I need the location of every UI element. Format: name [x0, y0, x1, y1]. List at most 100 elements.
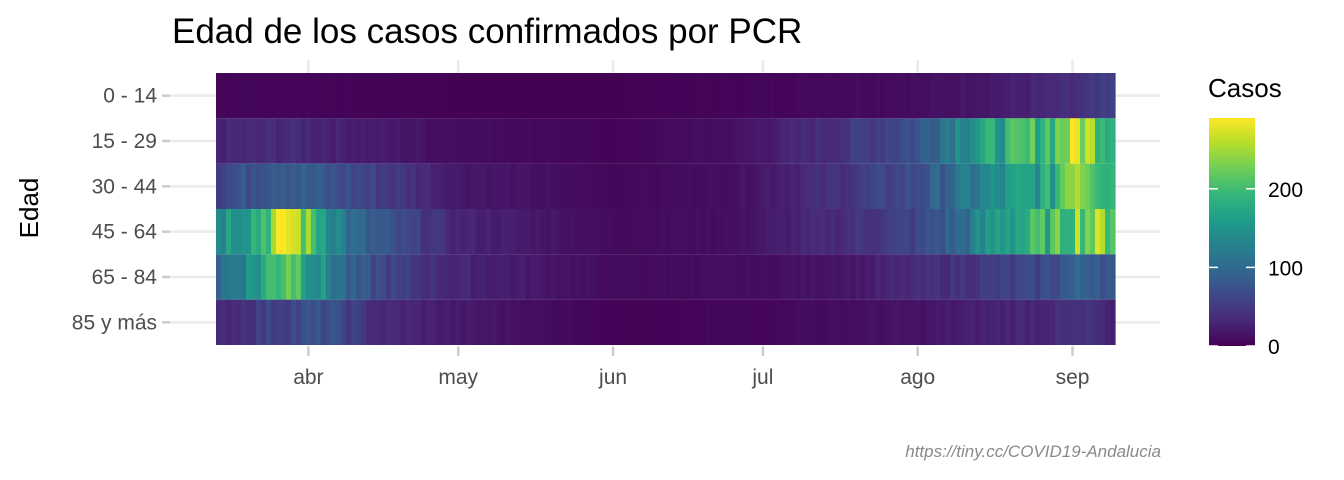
- heatmap-cell: [540, 254, 547, 300]
- heatmap-cell: [815, 254, 821, 300]
- heatmap-cell: [660, 73, 667, 119]
- heatmap-cell: [665, 254, 672, 300]
- chart-caption: https://tiny.cc/COVID19-Andalucia: [905, 442, 1161, 461]
- heatmap-cell: [960, 209, 966, 255]
- heatmap-cell: [395, 118, 402, 164]
- heatmap-cell: [980, 299, 986, 345]
- heatmap-cell: [550, 254, 557, 300]
- heatmap-cell: [240, 254, 247, 300]
- heatmap-cell: [1110, 254, 1116, 300]
- heatmap-cell: [1055, 209, 1061, 255]
- heatmap-cell: [460, 254, 467, 300]
- heatmap-cell: [315, 163, 322, 209]
- heatmap-cell: [915, 299, 921, 345]
- heatmap-cell: [810, 299, 816, 345]
- heatmap-cell: [315, 209, 322, 255]
- heatmap-cell: [970, 118, 976, 164]
- heatmap-cell: [515, 209, 522, 255]
- heatmap-cell: [705, 163, 712, 209]
- heatmap-cell: [815, 163, 821, 209]
- heatmap-cell: [515, 254, 522, 300]
- heatmap-cell: [555, 163, 562, 209]
- heatmap-cell: [325, 209, 332, 255]
- heatmap-cell: [495, 73, 502, 119]
- heatmap-cell: [785, 299, 791, 345]
- heatmap-cell: [690, 299, 697, 345]
- heatmap-cell: [320, 73, 327, 119]
- heatmap-cell: [355, 163, 362, 209]
- heatmap-cell: [590, 73, 597, 119]
- legend-tick-label: 0: [1268, 336, 1280, 359]
- heatmap-cell: [420, 163, 427, 209]
- heatmap-cell: [990, 73, 996, 119]
- heatmap-cell: [745, 163, 751, 209]
- heatmap-cell: [1095, 163, 1101, 209]
- heatmap-cell: [450, 299, 457, 345]
- heatmap-cell: [220, 209, 227, 255]
- heatmap-cell: [970, 299, 976, 345]
- heatmap-cell: [1060, 73, 1066, 119]
- heatmap-cell: [1065, 73, 1071, 119]
- heatmap-cell: [340, 73, 347, 119]
- heatmap-cell: [915, 163, 921, 209]
- heatmap-cell: [475, 254, 482, 300]
- heatmap-cell: [885, 163, 891, 209]
- heatmap-cell: [680, 163, 687, 209]
- heatmap-cell: [590, 299, 597, 345]
- heatmap-cell: [350, 118, 357, 164]
- heatmap-cell: [835, 73, 841, 119]
- heatmap-cell: [805, 118, 811, 164]
- heatmap-cell: [820, 299, 826, 345]
- heatmap-cell: [1065, 254, 1071, 300]
- heatmap-cell: [870, 209, 876, 255]
- heatmap-cell: [1100, 163, 1106, 209]
- heatmap-cell: [920, 163, 926, 209]
- heatmap-cell: [400, 209, 407, 255]
- heatmap-cell: [420, 299, 427, 345]
- y-tick-label: 15 - 29: [92, 130, 157, 153]
- heatmap-cell: [720, 254, 727, 300]
- heatmap-cell: [535, 73, 542, 119]
- heatmap-cell: [500, 163, 507, 209]
- heatmap-cell: [455, 299, 462, 345]
- heatmap-cell: [280, 73, 287, 119]
- heatmap-cell: [935, 73, 941, 119]
- heatmap-cell: [525, 73, 532, 119]
- heatmap-cell: [365, 299, 372, 345]
- heatmap-cell: [665, 118, 672, 164]
- heatmap-cell: [1100, 209, 1106, 255]
- heatmap-cell: [730, 118, 737, 164]
- heatmap-cell: [1000, 163, 1006, 209]
- heatmap-cell: [750, 209, 756, 255]
- heatmap-cell: [550, 209, 557, 255]
- heatmap-cell: [685, 299, 692, 345]
- heatmap-cell: [805, 254, 811, 300]
- heatmap-cell: [930, 163, 936, 209]
- heatmap-cell: [360, 163, 367, 209]
- heatmap-cell: [530, 73, 537, 119]
- heatmap-cell: [855, 254, 861, 300]
- heatmap-cell: [610, 299, 617, 345]
- heatmap-cell: [895, 299, 901, 345]
- heatmap-cell: [990, 118, 996, 164]
- heatmap-cell: [230, 163, 237, 209]
- heatmap-cell: [365, 118, 372, 164]
- heatmap-cell: [975, 254, 981, 300]
- heatmap-cell: [740, 73, 747, 119]
- heatmap-cell: [1090, 73, 1096, 119]
- heatmap-cell: [820, 254, 826, 300]
- heatmap-cell: [355, 299, 362, 345]
- heatmap-cell: [630, 163, 637, 209]
- heatmap-cell: [1005, 73, 1011, 119]
- heatmap-cell: [395, 209, 402, 255]
- heatmap-cell: [290, 118, 297, 164]
- heatmap-cell: [665, 163, 672, 209]
- heatmap-cell: [655, 299, 662, 345]
- heatmap-cell: [320, 118, 327, 164]
- heatmap-cell: [235, 209, 242, 255]
- heatmap-cell: [355, 209, 362, 255]
- heatmap-cell: [1025, 254, 1031, 300]
- heatmap-cell: [480, 118, 487, 164]
- heatmap-cell: [280, 118, 287, 164]
- heatmap-cell: [795, 118, 801, 164]
